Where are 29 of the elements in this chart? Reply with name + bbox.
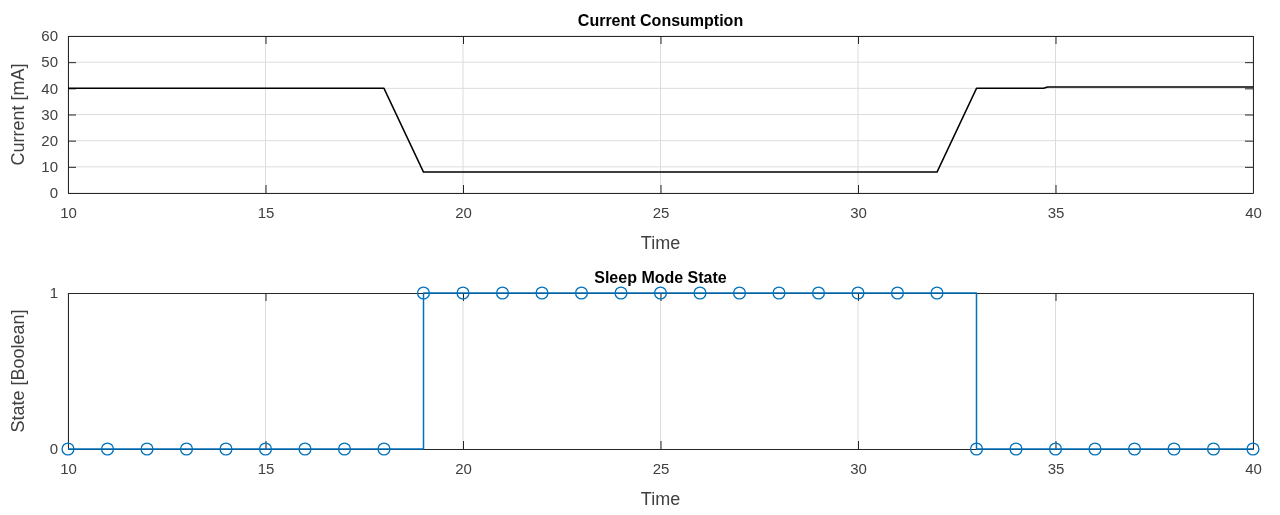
- y-tick-label: 0: [49, 440, 58, 458]
- y-tick-label: 60: [41, 27, 58, 45]
- x-tick-label: 40: [1245, 203, 1262, 221]
- y-tick-label: 10: [41, 158, 58, 176]
- x-tick-label: 25: [652, 203, 670, 221]
- x-tick-label: 10: [60, 203, 77, 221]
- y-tick-label: 50: [41, 53, 58, 71]
- x-tick-label: 35: [1047, 459, 1065, 477]
- x-tick-label: 35: [1047, 203, 1065, 221]
- x-tick-label: 25: [652, 459, 670, 477]
- y-tick-label: 20: [41, 131, 58, 149]
- x-axis-title: Time: [640, 233, 681, 253]
- x-tick-label: 30: [850, 459, 867, 477]
- y-axis-title: Current [mA]: [8, 63, 28, 166]
- y-tick-label: 30: [41, 105, 58, 123]
- x-tick-label: 20: [455, 459, 472, 477]
- y-axis-title: State [Boolean]: [8, 309, 28, 433]
- x-tick-label: 20: [455, 203, 472, 221]
- chart-title: Current Consumption: [577, 12, 744, 29]
- y-tick-label: 40: [41, 79, 58, 97]
- y-tick-label: 0: [49, 184, 58, 202]
- x-axis-title: Time: [640, 489, 681, 509]
- x-tick-label: 15: [257, 459, 275, 477]
- x-tick-label: 30: [850, 203, 867, 221]
- chart-title: Sleep Mode State: [594, 269, 727, 286]
- y-tick-label: 1: [49, 284, 58, 302]
- x-tick-label: 15: [257, 203, 275, 221]
- x-tick-label: 10: [60, 459, 77, 477]
- x-tick-label: 40: [1245, 459, 1262, 477]
